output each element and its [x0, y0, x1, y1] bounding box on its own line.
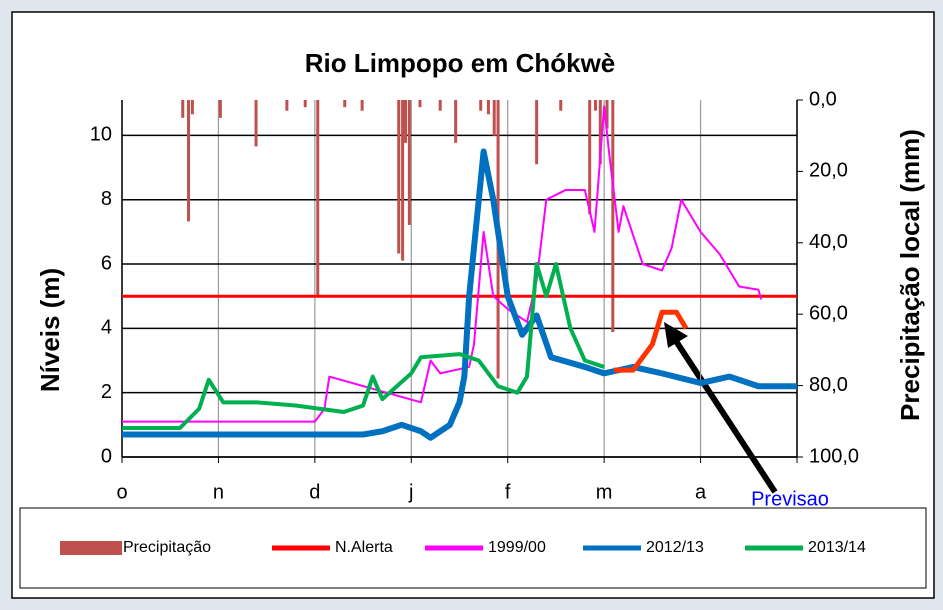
precip-bar — [598, 100, 602, 165]
chart-title: Rio Limpopo em Chókwè — [305, 48, 616, 78]
y2-tick-label: 20,0 — [809, 160, 848, 182]
precip-bar — [397, 100, 401, 254]
series-line — [122, 105, 763, 423]
precip-bar — [438, 100, 442, 111]
precip-bar — [611, 100, 615, 333]
y2-tick-label: 100,0 — [809, 445, 859, 467]
precip-bar — [407, 100, 411, 225]
forecast-line — [613, 309, 689, 373]
legend-swatch — [60, 541, 122, 555]
y-tick-label: 6 — [101, 252, 112, 274]
precip-bar — [605, 100, 609, 129]
precip-bar — [190, 100, 194, 115]
legend-label: 1999/00 — [488, 539, 546, 556]
y2-tick-label: 40,0 — [809, 231, 848, 253]
legend-label: 2012/13 — [646, 539, 704, 556]
precip-bar — [479, 100, 483, 111]
series-line — [122, 262, 605, 431]
precip-bar — [404, 100, 407, 143]
x-tick-label: o — [116, 481, 127, 503]
precip-bar — [181, 100, 185, 118]
legend-label: Precipitação — [123, 539, 211, 556]
precip-bar — [486, 100, 490, 115]
annotation-arrow — [669, 333, 778, 494]
precip-bar — [316, 100, 320, 297]
precip-bar — [285, 100, 289, 111]
y2-tick-label: 0,0 — [809, 88, 837, 110]
y-tick-label: 4 — [101, 317, 112, 339]
precip-bar — [418, 100, 422, 108]
precip-bar — [360, 100, 364, 111]
precip-bar — [535, 100, 539, 165]
y2-axis-label: Precipitação local (mm) — [895, 129, 925, 421]
legend-label: 2013/14 — [808, 539, 866, 556]
x-tick-label: a — [695, 481, 707, 503]
y-tick-label: 10 — [90, 124, 112, 146]
precip-bar — [343, 100, 347, 108]
annotation: Previsao — [751, 488, 829, 510]
series-line — [122, 148, 797, 441]
x-tick-label: d — [309, 481, 320, 503]
y2-tick-label: 80,0 — [809, 374, 848, 396]
y2-tick-label: 60,0 — [809, 302, 848, 324]
precip-bar — [254, 100, 258, 147]
precip-bar — [187, 100, 191, 222]
precip-bar — [401, 100, 405, 261]
precip-bar — [593, 100, 597, 111]
y-tick-label: 8 — [101, 188, 112, 210]
x-tick-label: m — [596, 481, 613, 503]
x-tick-label: j — [408, 481, 413, 503]
precip-bar — [218, 100, 222, 118]
y-tick-label: 2 — [101, 381, 112, 403]
chart-frame — [11, 11, 935, 599]
precip-bar — [588, 100, 592, 215]
y-tick-label: 0 — [101, 445, 112, 467]
precip-bar — [559, 100, 563, 111]
x-tick-label: f — [505, 481, 511, 503]
x-tick-label: n — [213, 481, 224, 503]
precip-bar — [492, 100, 496, 136]
y-axis-label: Níveis (m) — [35, 268, 65, 392]
precip-bar — [303, 100, 307, 108]
legend-label: N.Alerta — [335, 539, 393, 556]
precip-bar — [454, 100, 458, 143]
